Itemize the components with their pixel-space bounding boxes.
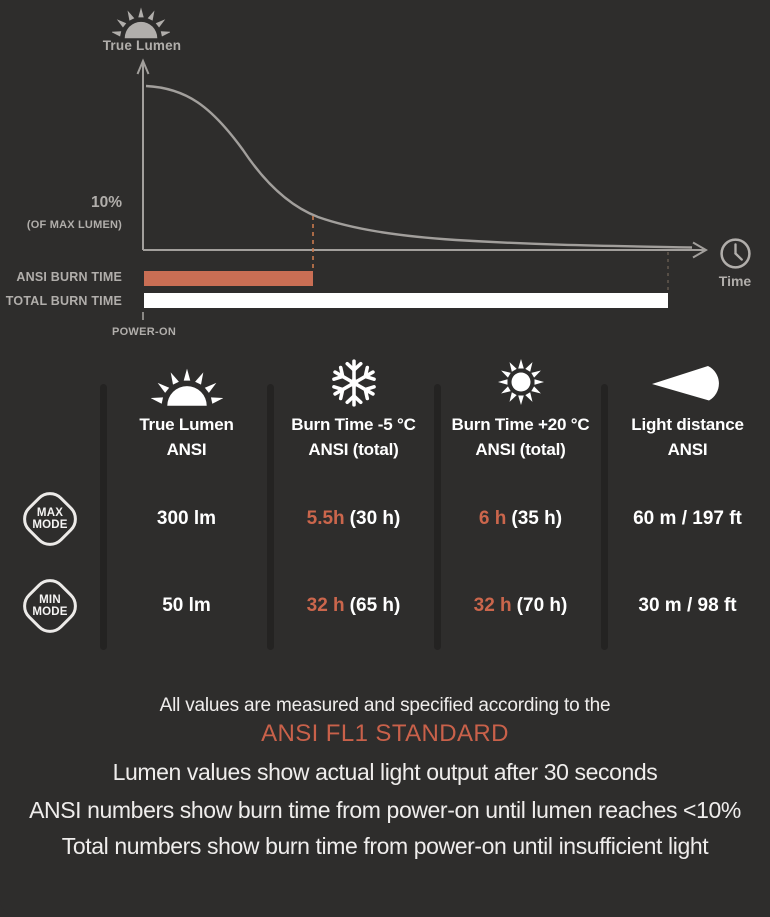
- total-burn-value: (35 h): [511, 508, 563, 529]
- sun-icon: [497, 359, 544, 405]
- power-on-label: POWER-ON: [111, 326, 177, 338]
- min-distance-value: 30 m / 98 ft: [638, 595, 737, 616]
- footer-ansi-fl1-standard: ANSI FL1 STANDARD: [261, 720, 509, 747]
- min-lumen-value: 50 lm: [162, 595, 211, 616]
- footer-ansi-note: ANSI numbers show burn time from power-o…: [29, 797, 741, 823]
- table-divider: [267, 384, 274, 650]
- column-header-line2: ANSI (total): [475, 440, 566, 459]
- column-header-line1: Burn Time +20 °C: [451, 415, 590, 434]
- column-header-line1: Light distance: [631, 415, 744, 434]
- column-header-line1: Burn Time -5 °C: [291, 415, 416, 434]
- max-distance-value: 60 m / 197 ft: [633, 508, 742, 529]
- table-divider: [601, 384, 608, 650]
- threshold-label: 10%: [90, 194, 122, 211]
- badge-label-bottom: MODE: [32, 606, 68, 618]
- ansi-bar-label: ANSI BURN TIME: [16, 270, 122, 284]
- column-header-line1: True Lumen: [139, 415, 234, 434]
- min-burn-warm-value: 32 h (70 h): [444, 592, 597, 620]
- lumen-time-chart: [136, 58, 709, 320]
- footer-total-note: Total numbers show burn time from power-…: [61, 833, 709, 859]
- rising-sun-icon: [150, 368, 223, 406]
- max-lumen-value: 300 lm: [156, 508, 217, 529]
- light-beam-icon: [651, 366, 719, 401]
- max-mode-badge: MAX MODE: [16, 485, 84, 553]
- ansi-burn-value: 32 h: [306, 595, 345, 616]
- total-burn-time-bar: [144, 293, 668, 308]
- rising-sun-icon: [112, 7, 170, 39]
- max-burn-cold-value: 5.5h (30 h): [277, 505, 430, 533]
- column-header-burn-warm: Burn Time +20 °C ANSI (total): [444, 356, 597, 462]
- y-axis-label: True Lumen: [102, 38, 182, 53]
- table-divider: [434, 384, 441, 650]
- ansi-burn-value: 5.5h: [306, 508, 345, 529]
- footer-lumen-note: Lumen values show actual light output af…: [112, 759, 658, 785]
- column-header-true-lumen: True Lumen ANSI: [110, 356, 263, 462]
- column-header-line2: ANSI (total): [308, 440, 399, 459]
- badge-label-top: MIN: [39, 593, 61, 606]
- badge-label-top: MAX: [36, 506, 64, 519]
- ansi-burn-time-bar: [144, 271, 313, 286]
- total-burn-value: (30 h): [349, 508, 401, 529]
- table-divider: [100, 384, 107, 650]
- ansi-burn-value: 32 h: [473, 595, 512, 616]
- total-burn-value: (70 h): [516, 595, 568, 616]
- total-burn-value: (65 h): [349, 595, 401, 616]
- max-burn-warm-value: 6 h (35 h): [444, 505, 597, 533]
- clock-icon: [720, 238, 751, 269]
- badge-label-bottom: MODE: [32, 519, 68, 531]
- threshold-sublabel: (OF MAX LUMEN): [26, 219, 122, 231]
- lumen-curve: [145, 84, 693, 249]
- total-bar-label: TOTAL BURN TIME: [5, 294, 122, 308]
- min-mode-badge: MIN MODE: [16, 572, 84, 640]
- column-header-burn-cold: Burn Time -5 °C ANSI (total): [277, 356, 430, 462]
- ansi-burn-value: 6 h: [478, 508, 507, 529]
- column-header-light-distance: Light distance ANSI: [611, 356, 764, 462]
- column-header-line2: ANSI: [667, 440, 708, 459]
- snowflake-icon: [329, 359, 378, 407]
- x-axis-label: Time: [718, 273, 752, 289]
- column-header-line2: ANSI: [166, 440, 207, 459]
- footer-measured-note: All values are measured and specified ac…: [159, 695, 611, 716]
- min-burn-cold-value: 32 h (65 h): [277, 592, 430, 620]
